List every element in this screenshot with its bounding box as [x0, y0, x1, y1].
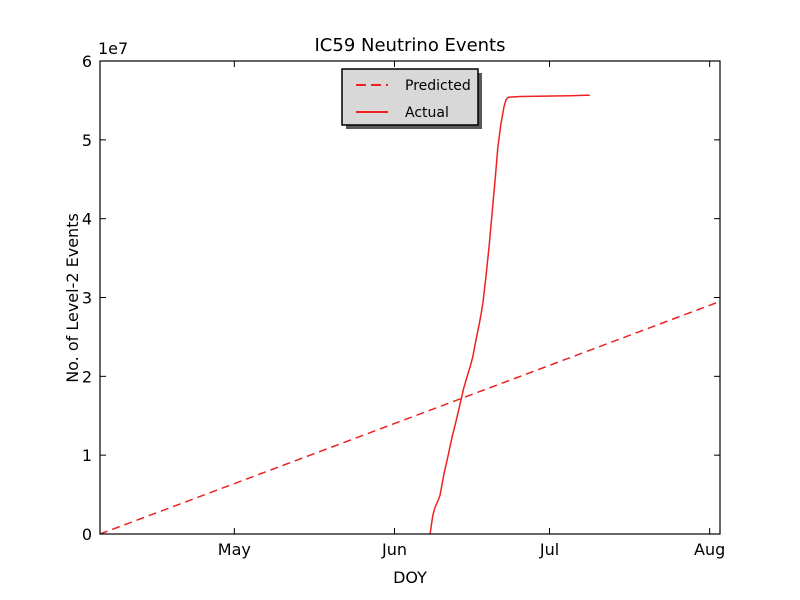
legend-box	[341, 68, 479, 126]
y-axis-ticks: 0 1 2 3 4 5 6	[82, 52, 720, 544]
series-line-actual	[429, 94, 590, 535]
y-tick-label: 1	[82, 446, 92, 465]
series-lines	[99, 94, 721, 535]
y-tick-label: 0	[82, 525, 92, 544]
y-tick-label: 4	[82, 210, 92, 229]
y-axis-label: No. of Level-2 Events	[63, 213, 82, 383]
chart-title: IC59 Neutrino Events	[315, 35, 506, 56]
y-axis-offset-label: 1e7	[98, 39, 128, 58]
y-tick-label: 5	[82, 131, 92, 150]
y-tick-label: 6	[82, 52, 92, 71]
x-tick-label: Aug	[694, 540, 725, 559]
legend-label-predicted: Predicted	[405, 78, 471, 94]
y-tick-label: 3	[82, 289, 92, 308]
x-tick-label: Jul	[539, 540, 559, 559]
y-tick-label: 2	[82, 367, 92, 386]
plot-area	[100, 61, 720, 534]
x-tick-label: May	[218, 540, 251, 559]
legend-label-actual: Actual	[405, 105, 449, 121]
x-tick-label: Jun	[381, 540, 407, 559]
axes-frame	[99, 60, 721, 535]
series-line-predicted	[99, 300, 721, 535]
legend: Predicted Actual	[341, 68, 482, 129]
x-axis-ticks: May Jun Jul Aug	[218, 61, 725, 559]
x-axis-label: DOY	[393, 568, 427, 587]
